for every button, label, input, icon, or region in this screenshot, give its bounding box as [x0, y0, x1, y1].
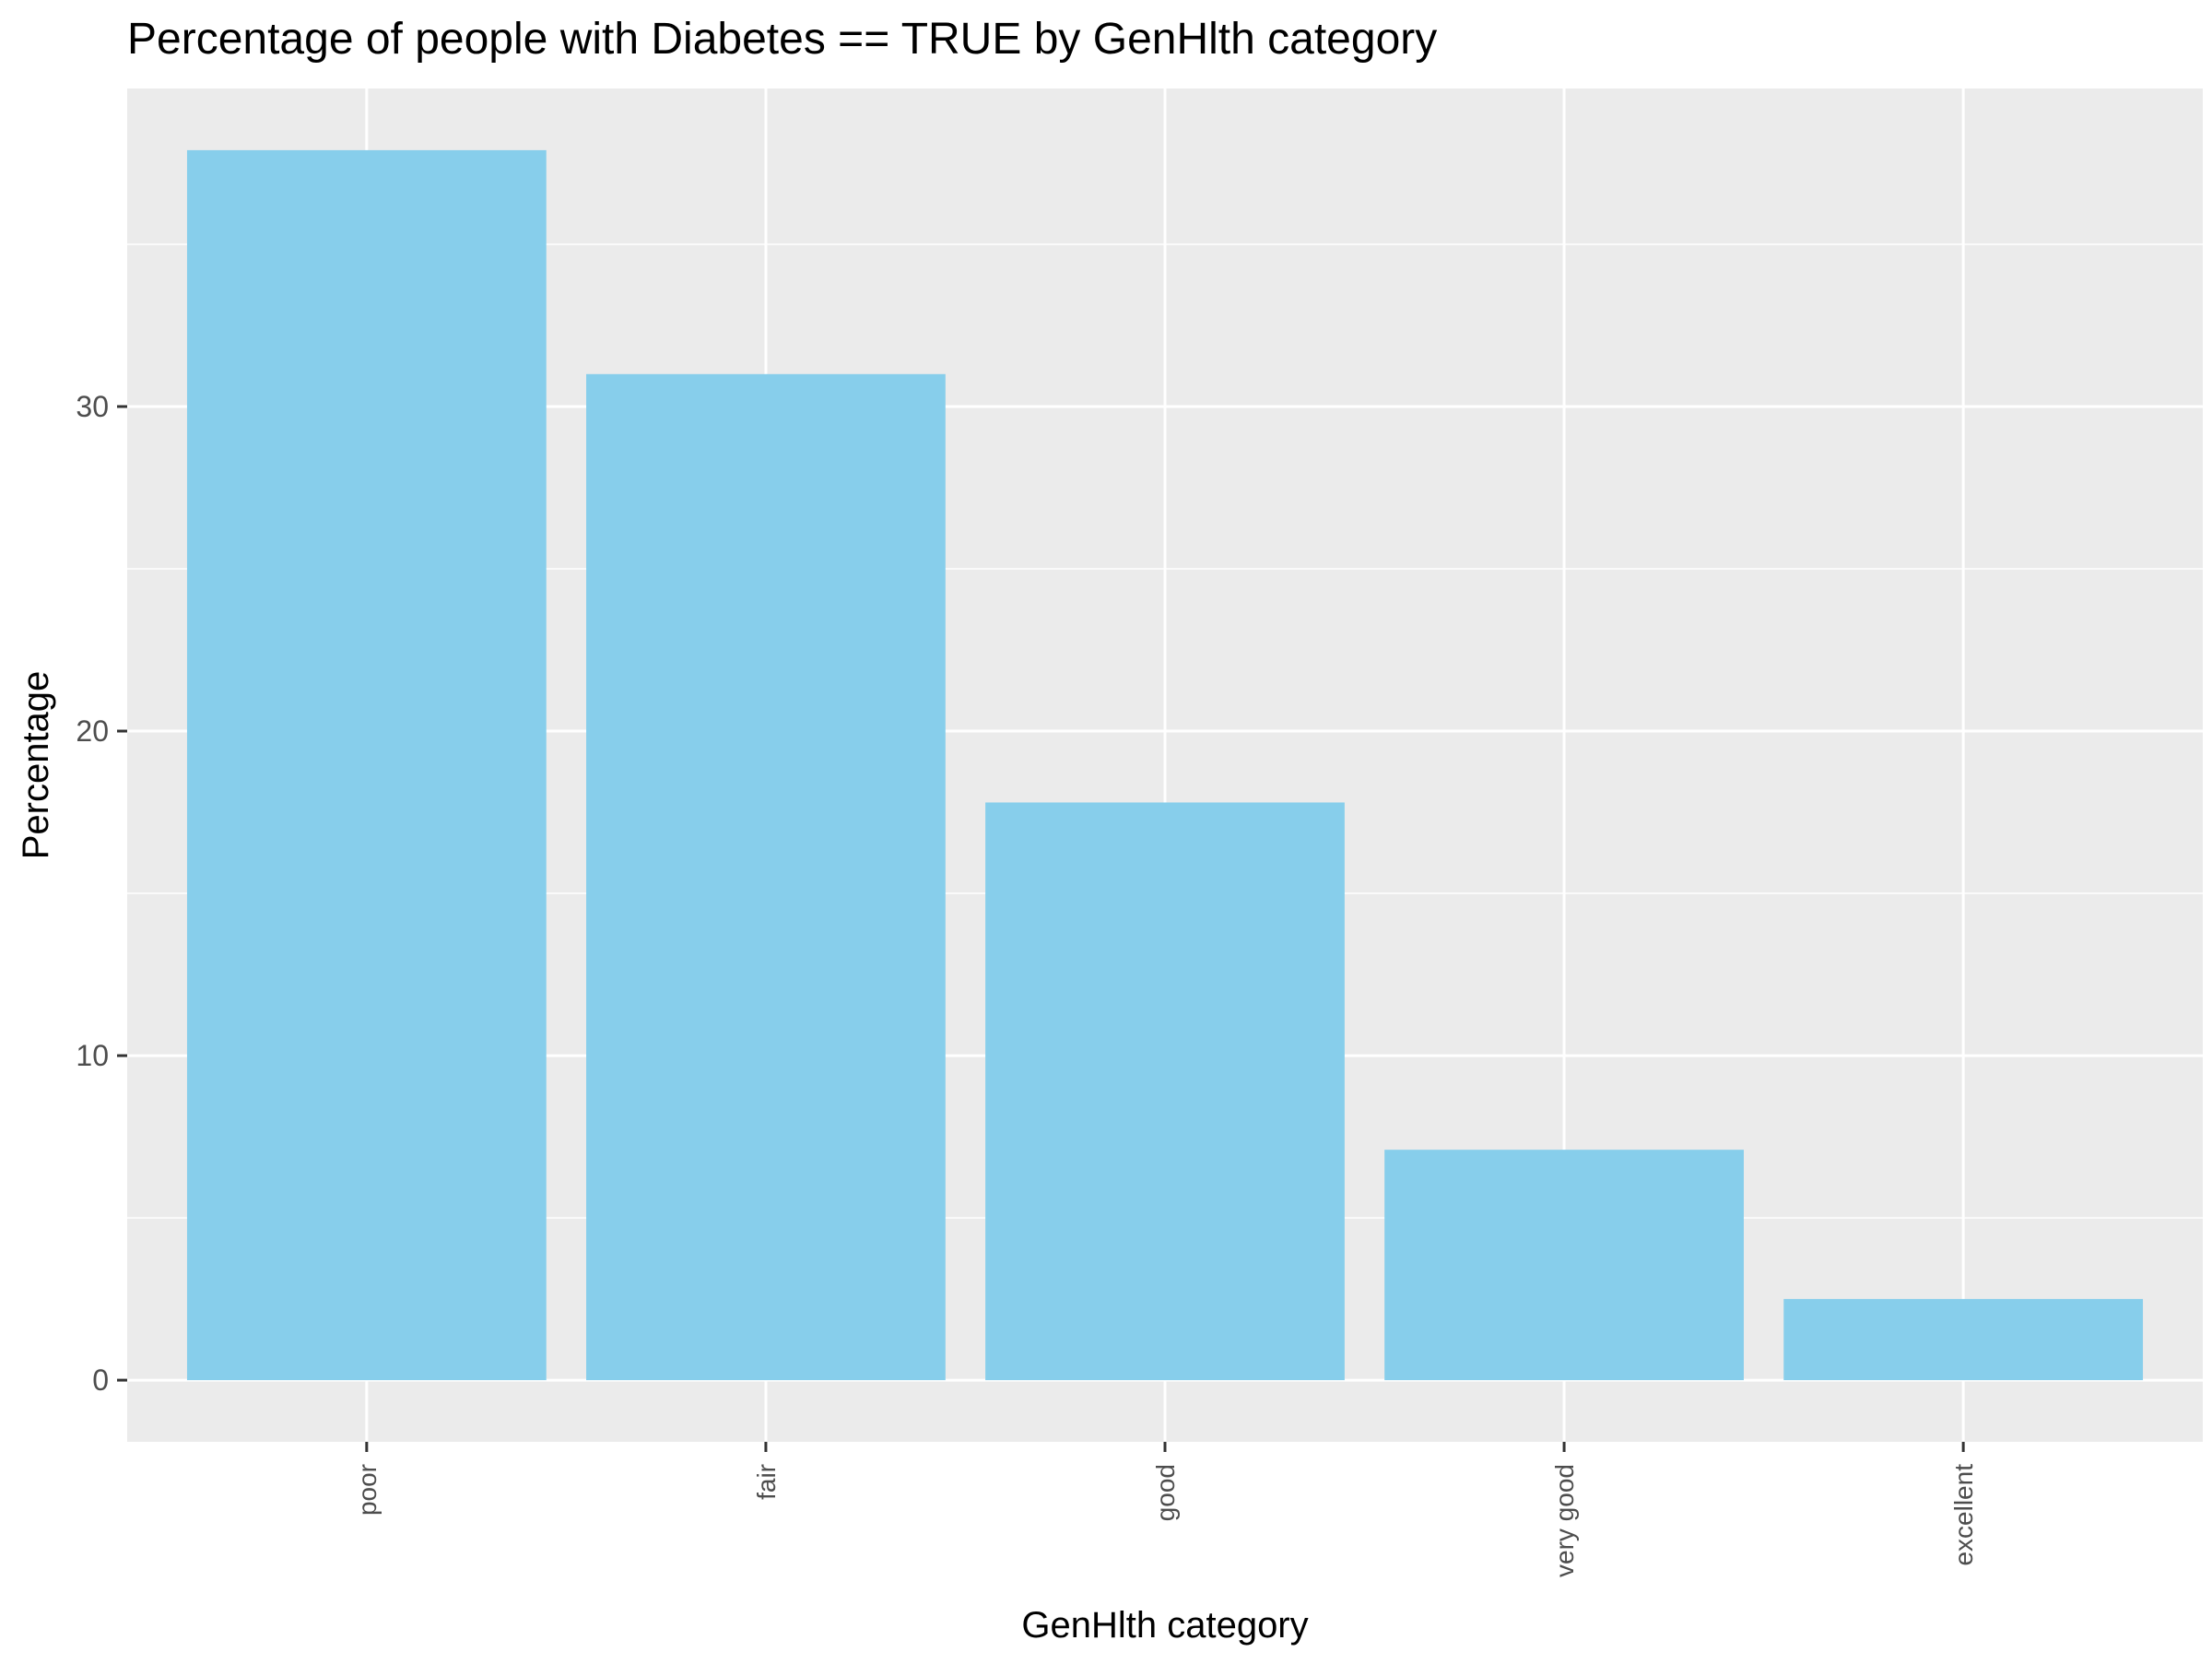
bar-excellent [1783, 1299, 2144, 1381]
bar-fair [586, 373, 946, 1381]
y-tick-label-0: 0 [92, 1363, 109, 1397]
y-tick-label-1: 10 [76, 1039, 109, 1072]
y-tick-label-3: 30 [76, 390, 109, 423]
y-axis-title: Percentage [16, 671, 56, 860]
y-tick-label-2: 20 [76, 714, 109, 748]
x-tick-label-very-good: very good [1550, 1464, 1579, 1577]
bar-poor [186, 149, 547, 1381]
x-tick-label-good: good [1151, 1464, 1180, 1521]
bars [186, 149, 2144, 1381]
x-tick-label-fair: fair [752, 1464, 781, 1500]
x-tick-label-poor: poor [353, 1464, 382, 1516]
y-axis: 0 10 20 30 [76, 390, 127, 1397]
x-tick-label-excellent: excellent [1949, 1464, 1978, 1566]
x-axis-title: GenHlth category [1021, 1605, 1308, 1646]
chart-title: Percentage of people with Diabetes == TR… [127, 15, 1437, 64]
bar-good [985, 802, 1345, 1381]
bar-very-good [1384, 1150, 1744, 1381]
x-axis: poor fair good very good excellent [353, 1442, 1978, 1577]
